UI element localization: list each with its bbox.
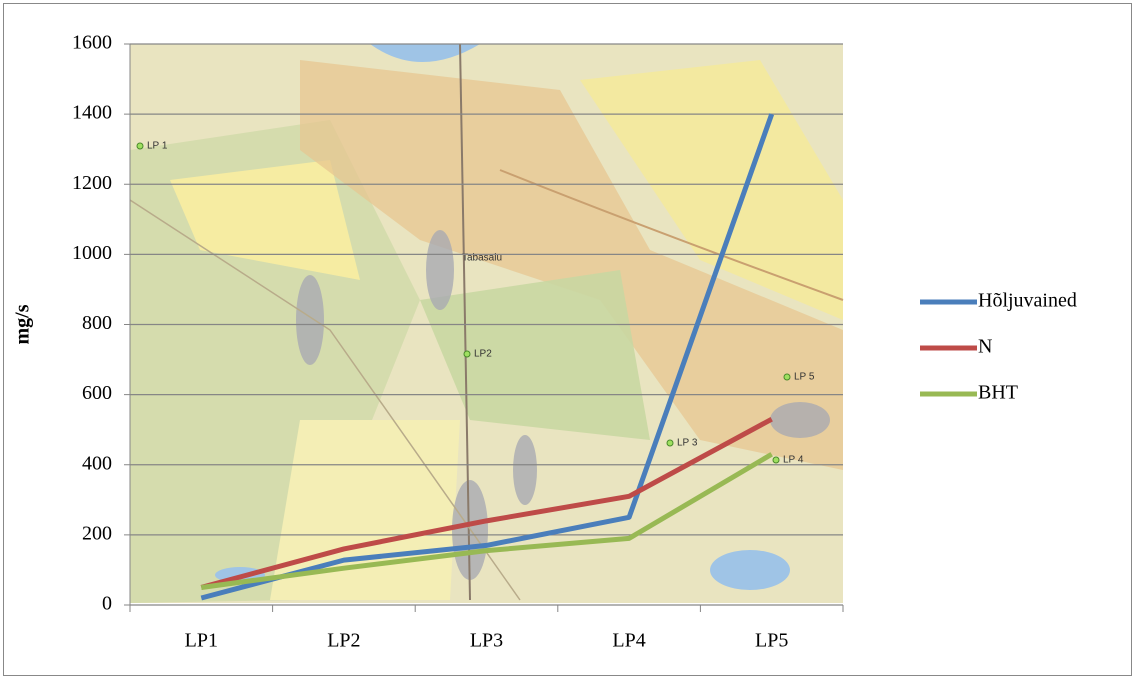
map-label: LP 5 [794, 372, 815, 383]
y-tick-label: 1600 [72, 32, 112, 54]
map-point [464, 351, 470, 357]
x-tick-label: LP1 [185, 630, 218, 652]
map-label: LP 4 [783, 455, 804, 466]
x-tick-label: LP5 [755, 630, 788, 652]
y-tick-label: 800 [82, 312, 112, 334]
x-tick-label: LP3 [470, 630, 503, 652]
y-axis-label: mg/s [12, 304, 34, 344]
y-tick-label: 600 [82, 382, 112, 404]
map-point [137, 143, 143, 149]
map-label: LP 1 [147, 141, 168, 152]
y-tick-label: 0 [102, 593, 112, 615]
chart: LP 1LP2LP 3LP 4LP 5Tabasalu0200400600800… [0, 0, 1137, 681]
legend-label: Hõljuvained [978, 290, 1077, 312]
map-point [784, 374, 790, 380]
map-point [667, 440, 673, 446]
y-tick-label: 1000 [72, 242, 112, 264]
x-tick-label: LP2 [327, 630, 360, 652]
x-tick-label: LP4 [612, 630, 645, 652]
map-point [773, 457, 779, 463]
y-tick-label: 200 [82, 522, 112, 544]
y-tick-label: 1400 [72, 102, 112, 124]
map-label: LP 3 [677, 438, 698, 449]
map-label: LP2 [474, 349, 492, 360]
legend-label: N [978, 336, 992, 358]
y-tick-label: 400 [82, 452, 112, 474]
y-tick-label: 1200 [72, 172, 112, 194]
legend-label: BHT [978, 382, 1018, 404]
